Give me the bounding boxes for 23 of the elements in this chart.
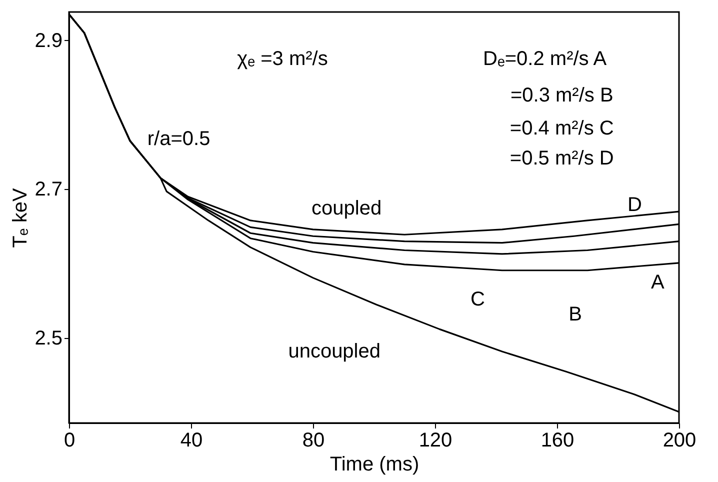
annotation: χₑ =3 m²/s	[237, 48, 328, 70]
x-tick-label: 40	[180, 430, 203, 452]
annotation: uncoupled	[288, 340, 381, 362]
x-tick-label: 0	[64, 430, 76, 452]
y-tick-label: 2.7	[34, 178, 62, 201]
annotation: =0.5 m²/s D	[510, 148, 614, 170]
x-tick-label: 80	[302, 430, 325, 452]
annotation: =0.3 m²/s B	[510, 84, 614, 106]
y-tick-label: 2.5	[34, 328, 62, 350]
annotation: Dₑ=0.2 m²/s A	[483, 48, 608, 70]
y-axis-title: Tₑ keV	[10, 188, 32, 248]
x-tick-label: 160	[540, 430, 574, 452]
y-tick-label: 2.9	[34, 30, 62, 52]
x-tick-label: 120	[418, 430, 452, 452]
annotation: B	[568, 303, 582, 326]
annotation: D	[628, 194, 642, 216]
x-tick-label: 200	[662, 430, 696, 452]
annotation: =0.4 m²/s C	[510, 117, 614, 140]
x-axis-title: Time (ms)	[330, 454, 420, 476]
annotation: A	[650, 271, 665, 294]
annotation: r/a=0.5	[147, 128, 210, 150]
annotation: C	[470, 288, 485, 311]
annotation: coupled	[312, 197, 382, 220]
